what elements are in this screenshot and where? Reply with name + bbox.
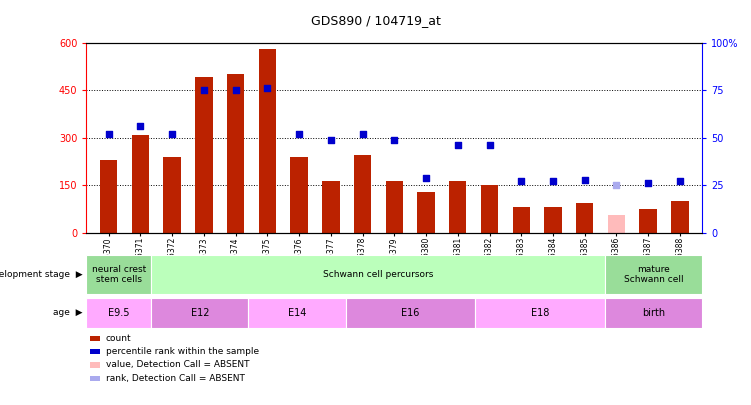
Bar [354,155,371,233]
Text: count: count [106,334,131,343]
Bar [131,134,149,233]
Point [166,131,178,137]
Text: mature
Schwann cell: mature Schwann cell [624,265,683,284]
Text: E12: E12 [191,308,209,318]
Bar [605,255,702,294]
Text: E18: E18 [531,308,549,318]
Bar [151,255,605,294]
Point [357,131,369,137]
Point [324,136,336,143]
Text: age  ▶: age ▶ [53,308,83,318]
Point [198,87,210,93]
Bar [418,192,435,233]
Point [420,175,432,181]
Point [547,178,559,185]
Bar [227,74,244,233]
Bar [605,298,702,328]
Bar [86,255,151,294]
Point [515,178,527,185]
Point [452,142,464,149]
Bar [258,49,276,233]
Text: value, Detection Call = ABSENT: value, Detection Call = ABSENT [106,360,249,369]
Text: E16: E16 [401,308,420,318]
Point [579,176,591,183]
Point [484,142,496,149]
Point [388,136,400,143]
Bar [100,160,117,233]
Bar [576,203,593,233]
Bar [249,298,345,328]
Bar [151,298,249,328]
Text: neural crest
stem cells: neural crest stem cells [92,265,146,284]
Bar [640,209,657,233]
Bar [512,207,530,233]
Text: E14: E14 [288,308,306,318]
Point [674,178,686,185]
Bar [195,77,213,233]
Point [230,87,242,93]
Text: percentile rank within the sample: percentile rank within the sample [106,347,259,356]
Bar [322,181,339,233]
Bar [291,157,308,233]
Text: development stage  ▶: development stage ▶ [0,270,83,279]
Point [293,131,305,137]
Text: rank, Detection Call = ABSENT: rank, Detection Call = ABSENT [106,374,245,383]
Bar [671,201,689,233]
Text: birth: birth [642,308,665,318]
Bar [544,207,562,233]
Bar [345,298,475,328]
Point [261,85,273,92]
Bar [449,181,466,233]
Point [611,182,623,189]
Text: GDS890 / 104719_at: GDS890 / 104719_at [311,14,440,27]
Bar [86,298,151,328]
Point [134,123,146,130]
Point [103,131,115,137]
Bar [475,298,605,328]
Point [642,180,654,187]
Text: E9.5: E9.5 [108,308,129,318]
Text: Schwann cell percursors: Schwann cell percursors [323,270,433,279]
Bar [608,215,626,233]
Bar [385,181,403,233]
Bar [481,185,498,233]
Bar [164,157,181,233]
